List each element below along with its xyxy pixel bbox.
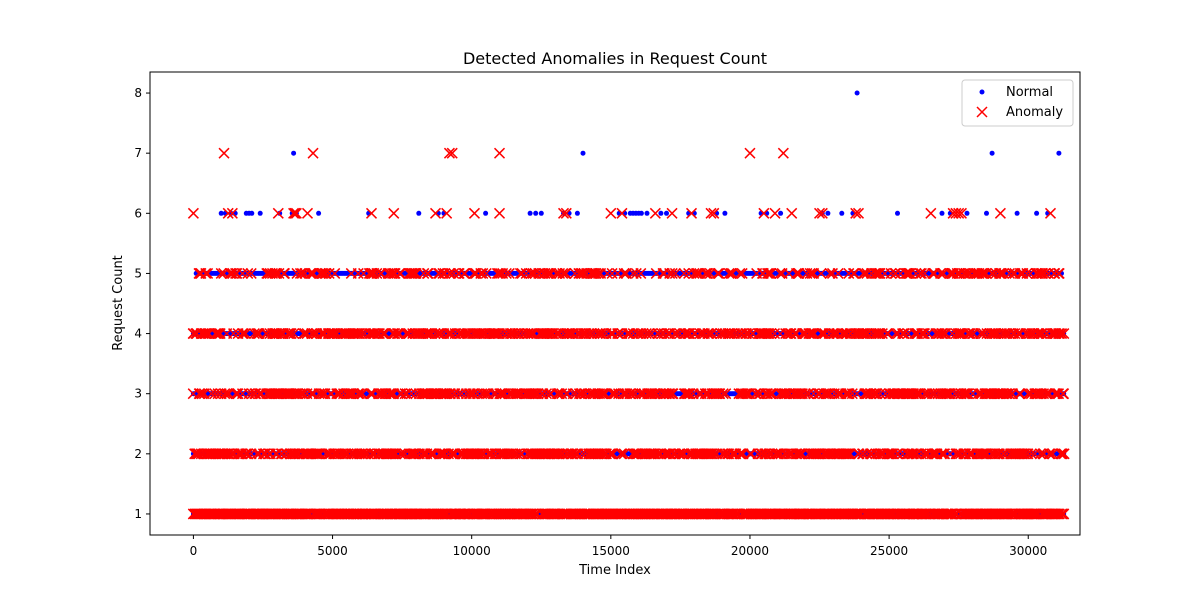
anomaly-point — [511, 448, 524, 460]
normal-point — [964, 210, 970, 216]
anomaly-point — [354, 508, 366, 520]
anomaly-point — [474, 448, 486, 460]
anomaly-point — [851, 508, 863, 520]
normal-point — [638, 210, 644, 216]
normal-point — [538, 210, 544, 216]
anomaly-point — [289, 448, 301, 460]
anomaly-point — [1058, 508, 1070, 520]
normal-point — [895, 210, 900, 216]
anomaly-point — [1057, 508, 1069, 520]
anomaly-point — [727, 508, 739, 520]
anomaly-point — [241, 448, 253, 460]
normal-point — [1056, 150, 1062, 156]
anomaly-point — [223, 448, 235, 460]
normal-point — [722, 210, 728, 216]
anomaly-point — [260, 448, 272, 460]
anomaly-point — [310, 448, 322, 460]
anomaly-point — [476, 508, 488, 520]
anomaly-point — [951, 508, 963, 520]
anomaly-point — [946, 508, 958, 520]
anomaly-point — [1053, 508, 1065, 520]
anomaly-point — [434, 448, 446, 460]
anomaly-point — [240, 448, 252, 460]
normal-point — [984, 210, 989, 216]
normal-point — [664, 210, 669, 216]
anomaly-point — [538, 448, 550, 460]
normal-point — [644, 210, 650, 216]
normal-point — [277, 210, 283, 216]
normal-point — [533, 210, 539, 216]
normal-point — [483, 210, 489, 216]
normal-point — [580, 150, 586, 156]
anomaly-point — [883, 508, 895, 520]
normal-point — [527, 210, 533, 216]
normal-point — [249, 210, 255, 216]
normal-point — [989, 150, 995, 156]
anomaly-point — [468, 448, 480, 460]
anomaly-point — [369, 448, 381, 460]
anomaly-point — [417, 448, 429, 460]
normal-point — [778, 210, 784, 216]
normal-point — [658, 210, 664, 216]
anomaly-point — [385, 448, 397, 460]
anomaly-point — [271, 448, 283, 460]
normal-point — [218, 210, 224, 216]
normal-point — [854, 90, 860, 96]
anomaly-point — [548, 448, 560, 460]
anomaly-point — [527, 508, 539, 520]
anomaly-point — [236, 448, 248, 460]
normal-point — [291, 150, 297, 156]
anomaly-point — [486, 448, 498, 460]
anomaly-point — [405, 448, 417, 460]
anomaly-point — [394, 448, 406, 460]
anomaly-point — [459, 508, 471, 520]
normal-point — [574, 210, 580, 216]
anomaly-point — [809, 508, 821, 520]
anomaly-point — [240, 508, 252, 520]
anomaly-point — [300, 508, 312, 520]
anomaly-point — [438, 448, 450, 460]
normal-point — [257, 210, 263, 216]
normal-point — [825, 210, 831, 216]
anomaly-point — [704, 508, 716, 520]
anomaly-point — [409, 448, 421, 460]
normal-point — [939, 210, 945, 216]
anomaly-point — [310, 508, 322, 520]
anomaly-point — [276, 448, 288, 460]
normal-point — [1014, 210, 1020, 216]
points-layer — [187, 90, 1070, 520]
anomaly-point — [425, 448, 437, 460]
anomaly-point — [919, 508, 931, 520]
anomaly-point — [867, 508, 879, 520]
anomaly-point — [793, 508, 805, 520]
anomaly-point — [242, 448, 254, 460]
anomaly-point — [190, 448, 202, 460]
anomaly-point — [446, 448, 458, 460]
normal-point — [416, 210, 422, 216]
normal-point — [839, 210, 845, 216]
normal-point — [316, 210, 322, 216]
anomaly-point — [337, 448, 349, 460]
chart-title: Detected Anomalies in Request Count — [463, 49, 767, 68]
normal-point — [1034, 210, 1040, 216]
